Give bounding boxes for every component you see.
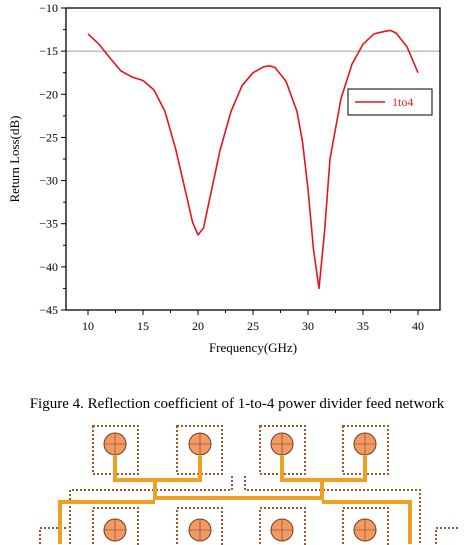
figure-caption: Figure 4. Reflection coefficient of 1-to… — [29, 396, 445, 412]
via-fence — [342, 507, 389, 545]
y-axis-label: Return Loss(dB) — [7, 115, 22, 202]
y-tick-label: −15 — [39, 44, 58, 58]
chart-plot-area: 10 15 20 25 30 35 40 −10 −15 −20 −25 −30 −35 −40 −45 Fr… — [7, 1, 441, 355]
via-fence — [259, 425, 306, 475]
via-fence — [176, 507, 223, 545]
y-tick-label: −10 — [39, 1, 58, 15]
plot-frame — [65, 7, 441, 311]
via-fence-right — [244, 476, 421, 544]
y-tick-label: −35 — [39, 217, 58, 231]
via-fence — [92, 425, 139, 475]
feed-trace — [113, 456, 202, 482]
y-tick-label: −40 — [39, 260, 58, 274]
via-fence — [176, 425, 223, 475]
x-tick-label: 35 — [357, 319, 369, 333]
via-fence — [342, 425, 389, 475]
y-tick-label: −20 — [39, 87, 58, 101]
x-tick-label: 40 — [412, 319, 424, 333]
x-tick-label: 25 — [247, 319, 259, 333]
y-tick-label: −45 — [39, 303, 58, 317]
via-fence — [259, 507, 306, 545]
y-tick-label: −25 — [39, 130, 58, 144]
feed-trace — [280, 456, 367, 482]
x-tick-label: 10 — [82, 319, 94, 333]
feed-trace — [322, 500, 412, 544]
power-divider-layout-image — [39, 425, 460, 545]
via-fence — [92, 507, 139, 545]
antenna-array-layout — [39, 425, 460, 545]
x-axis-label: Frequency(GHz) — [209, 340, 297, 355]
return-loss-chart: 10 15 20 25 30 35 40 −10 −15 −20 −25 −30 −35 −40 −45 Fr… — [7, 1, 441, 355]
series-line-1to4 — [87, 29, 419, 290]
feed-trace — [153, 480, 324, 500]
x-tick-label: 20 — [192, 319, 204, 333]
via-fence-edge-right — [435, 527, 460, 544]
y-tick-label: −30 — [39, 174, 58, 188]
legend-label: 1to4 — [392, 95, 413, 109]
x-tick-label: 30 — [302, 319, 314, 333]
x-tick-label: 15 — [137, 319, 149, 333]
via-fence-edge-left — [39, 527, 66, 544]
feed-trace — [58, 500, 155, 544]
